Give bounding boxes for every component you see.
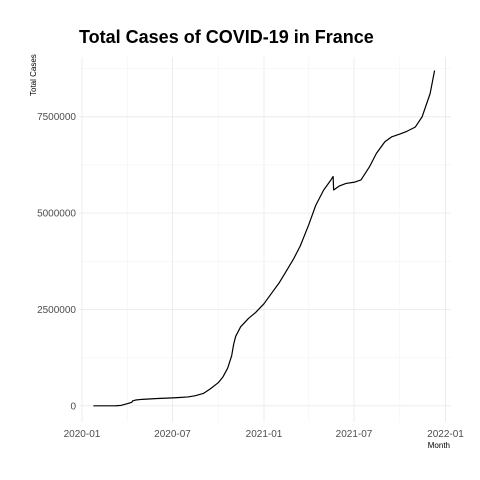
y-tick-label: 0 [70, 401, 76, 412]
y-tick-label: 7500000 [37, 112, 76, 123]
y-axis-title: Total Cases [29, 54, 38, 96]
grid-lines [79, 57, 451, 422]
x-axis-title: Month [428, 441, 450, 450]
chart-title: Total Cases of COVID-19 in France [79, 27, 374, 47]
x-tick-label: 2020-01 [64, 429, 101, 440]
x-axis-ticks: 2020-01 2020-07 2021-01 2021-07 2022-01 [64, 429, 465, 440]
x-tick-label: 2021-07 [336, 429, 373, 440]
x-tick-label: 2020-07 [154, 429, 191, 440]
x-tick-label: 2022-01 [427, 429, 464, 440]
y-axis-ticks: 0 2500000 5000000 7500000 [37, 112, 76, 412]
y-tick-label: 5000000 [37, 209, 76, 220]
y-tick-label: 2500000 [37, 305, 76, 316]
x-tick-label: 2021-01 [246, 429, 283, 440]
